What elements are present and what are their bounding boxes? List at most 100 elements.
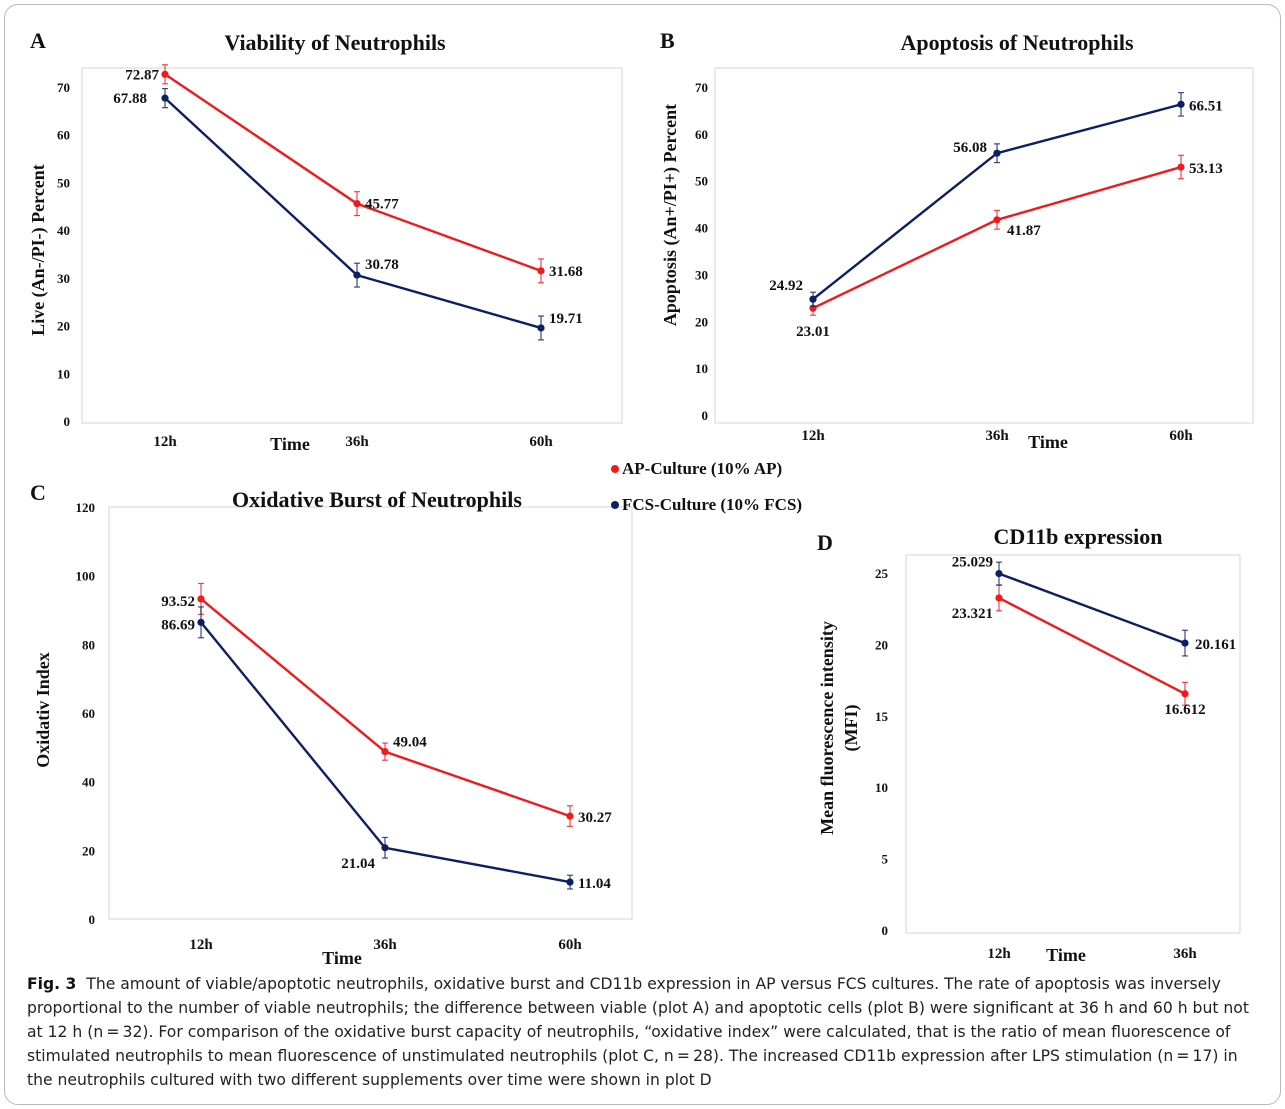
data-label: 21.04 [341, 856, 375, 872]
data-point [1177, 163, 1185, 171]
x-axis-title: Time [1046, 945, 1086, 965]
x-tick-label: 12h [153, 434, 177, 450]
y-axis-title: Live (An-/PI-) Percent [28, 164, 49, 336]
chart-title: CD11b expression [994, 524, 1163, 549]
y-tick-label: 70 [695, 80, 708, 95]
y-tick-label: 120 [76, 500, 96, 515]
y-tick-label: 60 [57, 128, 70, 143]
caption-label: Fig. 3 [27, 975, 77, 993]
data-point [809, 295, 817, 303]
data-point [995, 594, 1003, 602]
y-tick-label: 20 [57, 319, 70, 334]
data-label: 53.13 [1189, 161, 1223, 177]
chart-panel-c: C Oxidative Burst of Neutrophils 0 20 40 60 80… [30, 480, 633, 965]
y-tick-label: 30 [57, 271, 70, 286]
plot-area-border [905, 554, 1241, 934]
y-tick-label: 20 [875, 637, 888, 652]
y-tick-label: 50 [57, 175, 70, 190]
series-line [998, 596, 1186, 695]
data-point [161, 94, 169, 102]
data-point [537, 324, 545, 332]
panel-letter: C [30, 480, 46, 505]
data-point [993, 216, 1001, 224]
legend-label: FCS-Culture (10% FCS) [622, 495, 802, 514]
data-point [993, 149, 1001, 157]
data-label: 16.612 [1164, 702, 1205, 718]
y-tick-label: 60 [82, 706, 95, 721]
y-tick-label: 30 [695, 267, 708, 282]
data-label: 11.04 [578, 876, 611, 892]
data-point [161, 70, 169, 78]
data-label: 20.161 [1195, 637, 1236, 653]
data-point [537, 267, 545, 275]
plot-area-border [108, 506, 633, 920]
data-label: 72.87 [125, 67, 159, 83]
y-tick-label: 50 [695, 174, 708, 189]
y-tick-label: 60 [695, 127, 708, 142]
legend: AP-Culture (10% AP) FCS-Culture (10% FCS) [611, 459, 802, 514]
panel-letter: B [660, 28, 675, 53]
y-tick-label: 15 [875, 709, 889, 724]
data-label: 41.87 [1007, 223, 1041, 239]
data-label: 45.77 [365, 197, 399, 213]
figure-frame [4, 4, 1281, 1105]
y-tick-label: 5 [882, 852, 889, 867]
x-tick-label: 60h [558, 937, 582, 953]
data-label: 19.71 [549, 311, 583, 327]
x-axis-title: Time [322, 948, 362, 965]
plot-area-border [81, 67, 623, 424]
series-line [164, 73, 542, 272]
x-tick-label: 60h [1169, 428, 1193, 444]
y-tick-label: 40 [695, 221, 708, 236]
y-axis-title: Oxidativ Index [33, 652, 53, 768]
x-axis-title: Time [270, 434, 310, 454]
data-point [353, 200, 361, 208]
data-label: 56.08 [953, 140, 987, 156]
data-point [995, 569, 1003, 578]
data-label: 30.27 [578, 810, 612, 826]
y-tick-label: 10 [875, 780, 888, 795]
data-point [1181, 639, 1189, 647]
y-tick-label: 10 [57, 366, 70, 381]
data-label: 49.04 [393, 735, 427, 751]
y-tick-label: 40 [82, 775, 95, 790]
panel-letter: A [30, 28, 46, 53]
x-tick-label: 36h [1173, 946, 1197, 962]
y-tick-label: 80 [82, 637, 95, 652]
x-tick-label: 36h [345, 434, 369, 450]
data-label: 30.78 [365, 257, 399, 273]
data-point [197, 618, 205, 626]
x-axis-title: Time [1028, 432, 1068, 452]
data-label: 67.88 [113, 91, 147, 107]
y-tick-label: 0 [702, 408, 709, 423]
data-label: 31.68 [549, 264, 583, 280]
data-label: 86.69 [161, 617, 195, 633]
series-line [812, 165, 1182, 310]
series-line [812, 103, 1182, 301]
plot-area-border [714, 67, 1254, 424]
chart-title: Oxidative Burst of Neutrophils [232, 487, 522, 512]
legend-label: AP-Culture (10% AP) [622, 459, 782, 478]
series-line [200, 597, 571, 818]
data-label: 23.321 [952, 606, 993, 622]
chart-title: Viability of Neutrophils [224, 30, 446, 55]
data-point [566, 812, 574, 820]
data-point [381, 748, 389, 756]
data-point [353, 271, 361, 279]
figure-canvas: A Viability of Neutrophils010203040506070… [28, 28, 1254, 965]
data-label: 25.029 [952, 555, 993, 571]
y-axis-title: Apoptosis (An+/PI+) Percent [660, 104, 681, 326]
panel-letter: D [817, 530, 833, 555]
y-tick-label: 20 [695, 314, 708, 329]
y-tick-label: 0 [89, 912, 96, 927]
data-point [1181, 690, 1189, 698]
legend-marker [611, 501, 619, 509]
y-tick-label: 70 [57, 80, 70, 95]
y-tick-label: 25 [875, 566, 889, 581]
x-tick-label: 36h [985, 428, 1009, 444]
y-tick-label: 40 [57, 223, 70, 238]
series-line [998, 572, 1186, 645]
chart-panel-a: A Viability of Neutrophils 0 10 20 30 40 50 60 70… [28, 28, 623, 454]
chart-panel-b: B Apoptosis of Neutrophils 0 10 20 30 40 50 60 70… [660, 28, 1254, 452]
data-point [381, 844, 389, 852]
